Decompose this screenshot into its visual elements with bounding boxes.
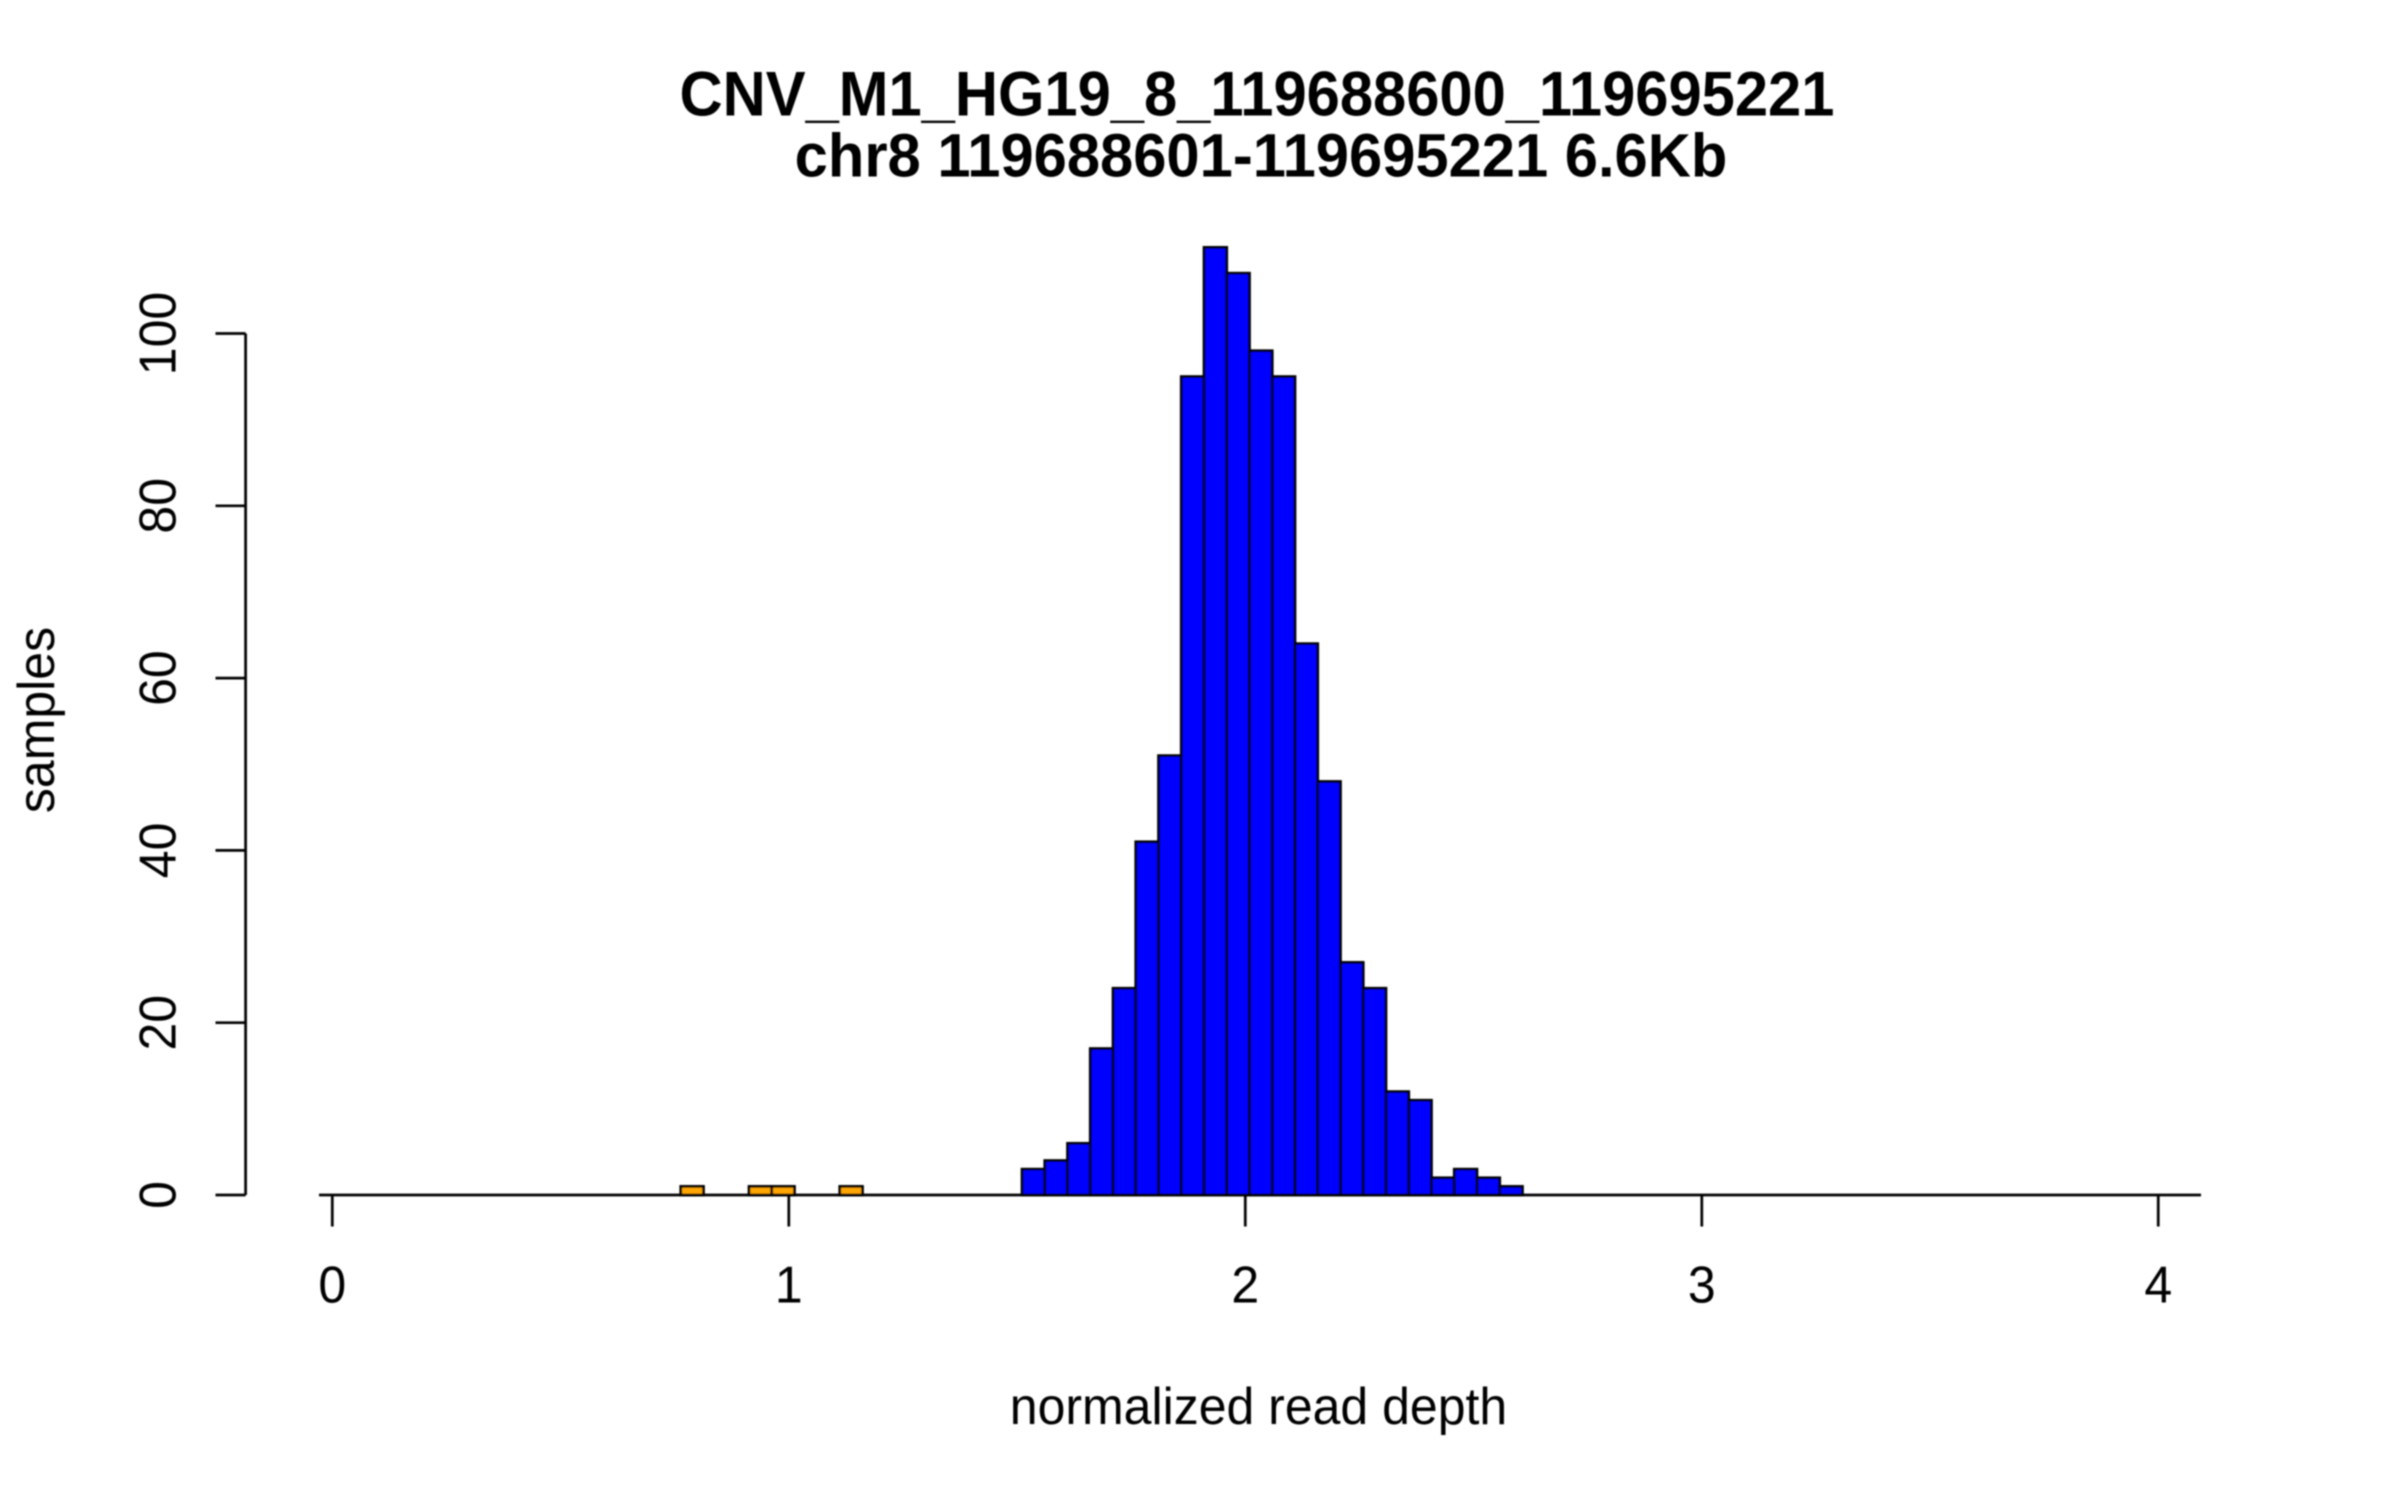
svg-text:80: 80 <box>128 478 186 534</box>
svg-text:normalized read depth: normalized read depth <box>1010 1377 1507 1435</box>
svg-text:60: 60 <box>128 650 186 706</box>
svg-text:3: 3 <box>1688 1255 1716 1313</box>
svg-text:2: 2 <box>1231 1255 1259 1313</box>
svg-text:1: 1 <box>775 1255 803 1313</box>
svg-text:20: 20 <box>128 995 186 1051</box>
svg-text:100: 100 <box>128 292 186 375</box>
svg-text:samples: samples <box>7 627 65 813</box>
svg-text:0: 0 <box>318 1255 346 1313</box>
svg-text:4: 4 <box>2144 1255 2172 1313</box>
svg-text:chr8 119688601-119695221 6.6Kb: chr8 119688601-119695221 6.6Kb <box>795 121 1728 190</box>
svg-text:40: 40 <box>128 823 186 879</box>
svg-text:CNV_M1_HG19_8_119688600_119695: CNV_M1_HG19_8_119688600_119695221 <box>680 59 1835 130</box>
svg-text:0: 0 <box>128 1181 186 1209</box>
